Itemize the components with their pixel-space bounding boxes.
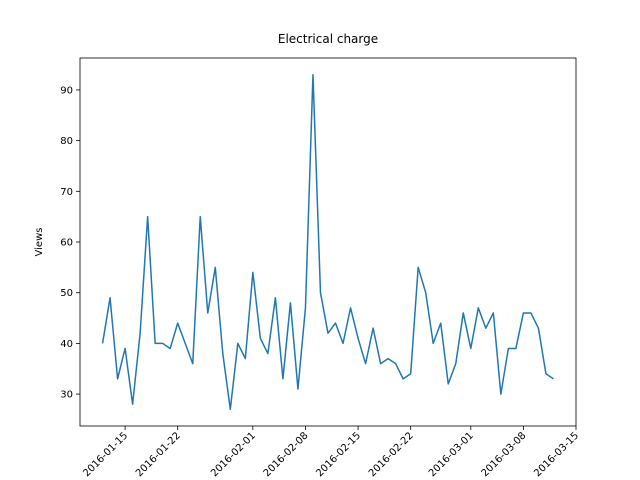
chart-title: Electrical charge	[278, 32, 378, 46]
y-tick-label: 70	[60, 187, 73, 198]
y-tick-label: 80	[60, 136, 73, 147]
y-tick-label: 60	[60, 238, 73, 249]
y-tick-label: 50	[60, 288, 73, 299]
y-axis-label: Views	[34, 228, 45, 257]
data-line	[101, 73, 554, 411]
y-tick-label: 40	[60, 339, 73, 350]
y-tick-label: 90	[60, 85, 73, 96]
plot-frame	[79, 57, 577, 427]
y-tick-label: 30	[60, 390, 73, 401]
